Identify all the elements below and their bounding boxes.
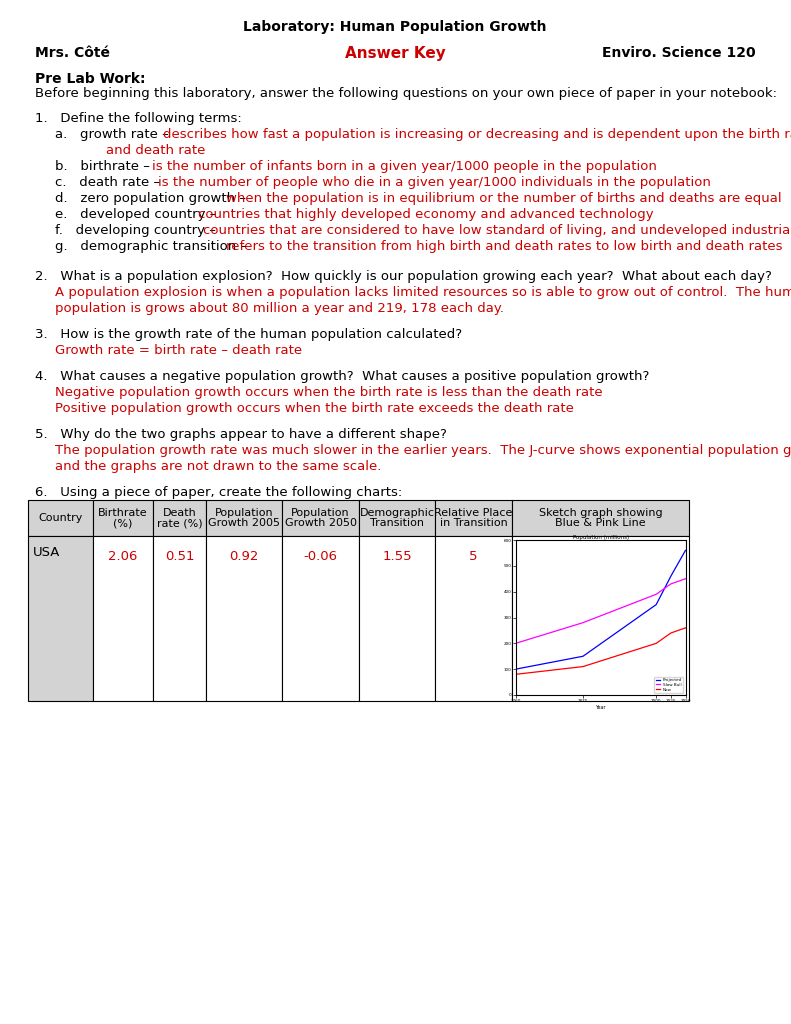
Text: 6.   Using a piece of paper, create the following charts:: 6. Using a piece of paper, create the fo…: [35, 486, 403, 499]
Text: b.   birthrate –: b. birthrate –: [55, 160, 154, 173]
Bar: [206, 500, 282, 536]
Text: Laboratory: Human Population Growth: Laboratory: Human Population Growth: [244, 20, 547, 34]
Text: countries that are considered to have low standard of living, and undeveloped in: countries that are considered to have lo…: [203, 224, 791, 237]
Bar: [512, 536, 690, 701]
Text: is the number of people who die in a given year/1000 individuals in the populati: is the number of people who die in a giv…: [157, 176, 710, 189]
Text: 0.51: 0.51: [165, 550, 194, 563]
Bar: [153, 500, 206, 536]
Text: 4.   What causes a negative population growth?  What causes a positive populatio: 4. What causes a negative population gro…: [35, 370, 649, 383]
Bar: [435, 536, 512, 701]
Text: 2.06: 2.06: [108, 550, 138, 563]
Text: The population growth rate was much slower in the earlier years.  The J-curve sh: The population growth rate was much slow…: [55, 444, 791, 457]
Text: rate (%): rate (%): [157, 518, 202, 528]
Text: Population: Population: [291, 508, 350, 517]
Text: Death: Death: [162, 508, 196, 517]
Text: g.   demographic transition –: g. demographic transition –: [55, 240, 252, 253]
Text: Growth rate = birth rate – death rate: Growth rate = birth rate – death rate: [55, 344, 302, 357]
Text: USA: USA: [33, 546, 60, 559]
Text: Before beginning this laboratory, answer the following questions on your own pie: Before beginning this laboratory, answer…: [35, 87, 777, 100]
Text: c.   death rate –: c. death rate –: [55, 176, 165, 189]
Text: a.   growth rate –: a. growth rate –: [55, 128, 173, 141]
Text: f.   developing country –: f. developing country –: [55, 224, 220, 237]
Text: Blue & Pink Line: Blue & Pink Line: [555, 518, 646, 528]
Text: Enviro. Science 120: Enviro. Science 120: [603, 46, 756, 60]
Bar: [512, 500, 690, 536]
Text: 5.   Why do the two graphs appear to have a different shape?: 5. Why do the two graphs appear to have …: [35, 428, 447, 441]
Text: Growth 2050: Growth 2050: [285, 518, 357, 528]
Text: (%): (%): [113, 518, 133, 528]
Text: countries that highly developed economy and advanced technology: countries that highly developed economy …: [198, 208, 653, 221]
Bar: [359, 536, 435, 701]
Bar: [435, 500, 512, 536]
Text: in Transition: in Transition: [440, 518, 507, 528]
Bar: [28, 500, 93, 536]
Text: Demographic: Demographic: [359, 508, 434, 517]
Text: population is grows about 80 million a year and 219, 178 each day.: population is grows about 80 million a y…: [55, 302, 504, 315]
Text: Birthrate: Birthrate: [98, 508, 148, 517]
Bar: [28, 536, 93, 701]
Text: Answer Key: Answer Key: [345, 46, 445, 61]
Text: d.   zero population growth –: d. zero population growth –: [55, 193, 250, 205]
Bar: [206, 536, 282, 701]
Text: 1.55: 1.55: [382, 550, 412, 563]
Text: Positive population growth occurs when the birth rate exceeds the death rate: Positive population growth occurs when t…: [55, 402, 574, 415]
Text: Relative Place: Relative Place: [434, 508, 513, 517]
Text: refers to the transition from high birth and death rates to low birth and death : refers to the transition from high birth…: [226, 240, 782, 253]
Text: Transition: Transition: [370, 518, 424, 528]
Text: when the population is in equilibrium or the number of births and deaths are equ: when the population is in equilibrium or…: [226, 193, 782, 205]
Bar: [93, 536, 153, 701]
Text: is the number of infants born in a given year/1000 people in the population: is the number of infants born in a given…: [152, 160, 657, 173]
Text: and the graphs are not drawn to the same scale.: and the graphs are not drawn to the same…: [55, 460, 381, 473]
Bar: [359, 500, 435, 536]
Text: Mrs. Côté: Mrs. Côté: [35, 46, 110, 60]
Text: Negative population growth occurs when the birth rate is less than the death rat: Negative population growth occurs when t…: [55, 386, 603, 399]
Text: 2.   What is a population explosion?  How quickly is our population growing each: 2. What is a population explosion? How q…: [35, 270, 772, 283]
Text: Pre Lab Work:: Pre Lab Work:: [35, 72, 146, 86]
Text: 5: 5: [469, 550, 478, 563]
Bar: [93, 500, 153, 536]
Text: 1.   Define the following terms:: 1. Define the following terms:: [35, 112, 242, 125]
Text: -0.06: -0.06: [304, 550, 338, 563]
Text: Sketch graph showing: Sketch graph showing: [539, 508, 662, 517]
Bar: [153, 536, 206, 701]
Text: A population explosion is when a population lacks limited resources so is able t: A population explosion is when a populat…: [55, 286, 791, 299]
Text: and death rate: and death rate: [106, 144, 206, 157]
Text: e.   developed country –: e. developed country –: [55, 208, 221, 221]
Text: 0.92: 0.92: [229, 550, 259, 563]
Text: 3.   How is the growth rate of the human population calculated?: 3. How is the growth rate of the human p…: [35, 328, 462, 341]
Text: describes how fast a population is increasing or decreasing and is dependent upo: describes how fast a population is incre…: [163, 128, 791, 141]
Text: Country: Country: [38, 513, 82, 523]
Text: Growth 2005: Growth 2005: [208, 518, 280, 528]
Bar: [282, 500, 359, 536]
Text: Population: Population: [215, 508, 274, 517]
Bar: [282, 536, 359, 701]
